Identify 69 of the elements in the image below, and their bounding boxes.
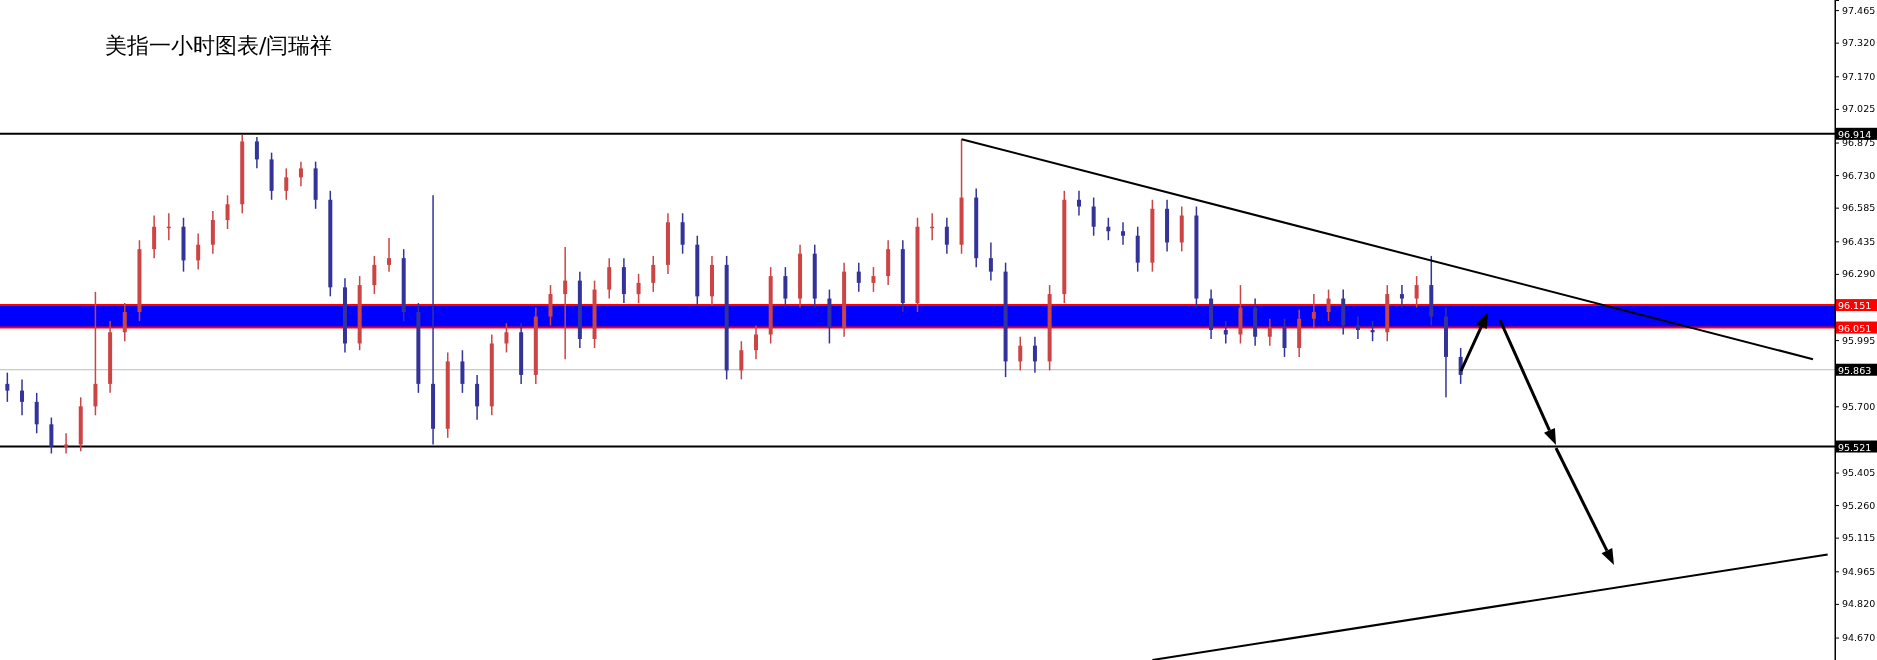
candlestick (1018, 335, 1023, 372)
ref-line-label: 96.914 (1838, 128, 1872, 140)
y-tick-label: 94.670 (1842, 632, 1876, 644)
candlestick (1091, 196, 1096, 237)
y-tick-label: 95.260 (1842, 499, 1876, 511)
price-tag: 95.863 (1836, 363, 1877, 376)
candlestick (372, 255, 377, 295)
y-tick-label: 95.700 (1842, 400, 1876, 412)
candlestick (460, 349, 465, 394)
price-tag: 96.914 (1836, 127, 1877, 140)
candlestick (225, 194, 230, 230)
y-tick-label: 96.730 (1842, 169, 1876, 181)
candlestick (93, 291, 98, 417)
candlestick (1311, 293, 1316, 329)
candlestick (254, 136, 259, 170)
candlestick (1326, 288, 1331, 322)
candlestick (856, 261, 861, 293)
y-tick-label: 95.405 (1842, 467, 1876, 479)
candlestick (152, 214, 157, 259)
candlestick (563, 246, 568, 360)
candlestick (122, 302, 127, 342)
y-tick-label: 96.435 (1842, 235, 1876, 247)
candlestick (64, 432, 69, 455)
price-tag: 96.151 (1836, 299, 1877, 312)
candlestick (607, 257, 612, 300)
y-tick-label: 95.115 (1842, 532, 1876, 544)
price-tag: 96.051 (1836, 321, 1877, 334)
candlestick (504, 322, 509, 354)
candlestick (680, 212, 685, 255)
candlestick (548, 284, 553, 327)
candlestick (1032, 335, 1037, 374)
candlestick (1414, 275, 1419, 309)
candlestick (944, 217, 949, 255)
text: 美指一小时图表/闫瑞祥 (105, 33, 333, 58)
ref-line-label: 95.863 (1838, 364, 1872, 376)
candlestick (387, 237, 392, 273)
candlestick (284, 167, 289, 201)
candlestick (1282, 318, 1287, 358)
ref-line-label: 96.051 (1838, 322, 1872, 334)
y-tick-label: 94.965 (1842, 565, 1876, 577)
candlestick (49, 416, 54, 455)
price-tag: 95.521 (1836, 440, 1877, 453)
candlestick (34, 392, 39, 435)
candlestick (739, 340, 744, 381)
y-tick-label: 97.170 (1842, 70, 1876, 82)
ref-line-label: 96.151 (1838, 300, 1872, 312)
candlestick (1267, 318, 1272, 347)
candlestick (1076, 190, 1081, 217)
candlestick (754, 324, 759, 360)
candlestick (988, 241, 993, 282)
candlestick (1121, 221, 1126, 246)
candlestick (1399, 284, 1404, 309)
candlestick (871, 266, 876, 293)
ref-line-label: 95.521 (1838, 441, 1872, 453)
y-tick-label: 96.585 (1842, 202, 1876, 214)
y-tick-label: 94.820 (1842, 598, 1876, 610)
y-tick-label: 97.320 (1842, 37, 1876, 49)
y-tick-label: 97.465 (1842, 4, 1876, 16)
y-tick-label: 95.995 (1842, 334, 1876, 346)
candlestick (196, 232, 201, 271)
candlestick (5, 371, 10, 403)
candlestick (20, 378, 25, 417)
candlestick (298, 160, 303, 188)
candlestick (475, 374, 480, 421)
candlestick (783, 266, 788, 309)
y-tick-label: 96.290 (1842, 268, 1876, 280)
y-tick-label: 97.025 (1842, 103, 1876, 115)
candlestick (651, 255, 656, 293)
candlestick (636, 273, 641, 304)
